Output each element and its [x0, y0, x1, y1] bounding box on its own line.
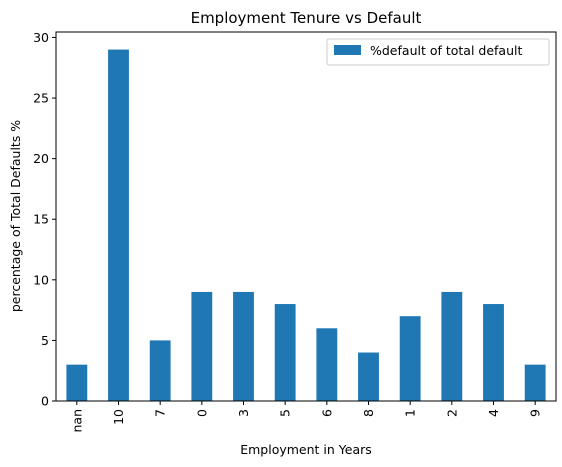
x-tick-label: 5	[278, 409, 293, 417]
legend-swatch	[334, 45, 361, 55]
legend-box	[326, 38, 550, 66]
y-tick-label: 20	[33, 151, 49, 166]
bar	[483, 304, 504, 401]
bar	[316, 328, 338, 401]
bar	[524, 364, 546, 401]
x-tick-label: 6	[319, 409, 334, 417]
bar	[441, 291, 463, 401]
x-tick-label: 2	[444, 409, 459, 417]
x-tick-label: 1	[403, 409, 418, 417]
bar	[233, 291, 254, 401]
chart-title: Employment Tenure vs Default	[191, 9, 422, 27]
x-tick-label: 8	[361, 409, 376, 417]
y-tick-label: 15	[33, 212, 49, 227]
bar	[191, 291, 213, 401]
x-tick-label: 7	[153, 409, 168, 417]
y-tick-label: 5	[41, 333, 49, 348]
plot-area: 0 5 10 15 20 25 30 nan 10 7 0 3 5 6 8 1 2 4 9	[33, 30, 557, 433]
y-tick-label: 30	[33, 30, 49, 45]
y-tick-label: 0	[41, 394, 49, 409]
bar	[399, 316, 421, 401]
x-tick-label: 3	[236, 409, 251, 417]
bar	[149, 340, 171, 401]
x-tick-label: 9	[528, 409, 543, 417]
x-axis-label: Employment in Years	[240, 442, 372, 457]
bar	[358, 352, 379, 401]
legend: %default of total default	[326, 38, 550, 66]
y-tick-label: 10	[33, 272, 49, 287]
x-tick-label: 0	[194, 409, 209, 417]
x-tick-label: 4	[486, 409, 501, 417]
bar	[274, 304, 296, 401]
y-axis-label: percentage of Total Defaults %	[8, 120, 23, 312]
x-tick-label: nan	[69, 409, 84, 433]
axes-frame	[55, 31, 557, 402]
y-tick-label: 25	[33, 91, 49, 106]
x-tick-label: 10	[111, 409, 126, 425]
bar	[108, 49, 129, 401]
bar	[66, 364, 88, 401]
legend-label: %default of total default	[370, 43, 522, 58]
